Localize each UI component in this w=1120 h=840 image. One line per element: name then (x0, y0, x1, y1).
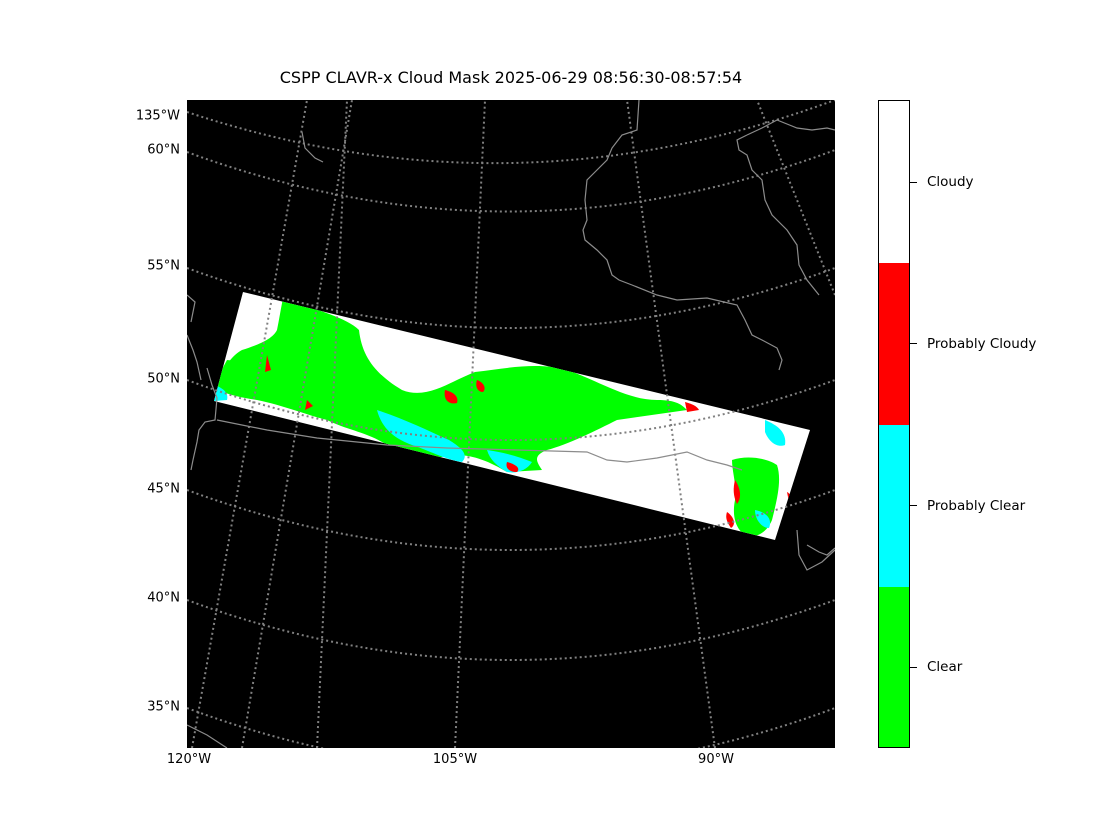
lat-label-55n: 55°N (147, 258, 180, 274)
colorbar-probably-cloudy-swatch (879, 263, 909, 425)
legend-label-probably-clear: Probably Clear (927, 498, 1026, 514)
cloud-mask-swath (214, 292, 810, 540)
map-panel[interactable] (187, 100, 835, 748)
lat-label-135w: 135°W (135, 108, 180, 124)
lat-label-45n: 45°N (147, 481, 180, 497)
legend-label-probably-cloudy: Probably Cloudy (927, 336, 1037, 352)
colorbar-cloudy-swatch (879, 101, 909, 263)
colorbar-tick (910, 182, 917, 183)
lon-label-120w: 120°W (166, 752, 212, 767)
map-canvas (187, 100, 835, 748)
lon-label-90w: 90°W (698, 752, 734, 767)
colorbar-tick (910, 505, 917, 506)
legend-label-cloudy: Cloudy (927, 174, 974, 190)
latitude-gridlines (187, 100, 835, 748)
colorbar (878, 100, 910, 748)
longitude-gridlines (191, 100, 835, 748)
colorbar-tick (910, 667, 917, 668)
legend-label-clear: Clear (927, 659, 963, 675)
lat-label-50n: 50°N (147, 371, 180, 387)
lat-label-60n: 60°N (147, 142, 180, 158)
lon-label-105w: 105°W (432, 752, 478, 767)
colorbar-tick (910, 343, 917, 344)
coastlines (187, 100, 835, 748)
colorbar-probably-clear-swatch (879, 425, 909, 587)
colorbar-clear-swatch (879, 587, 909, 747)
map-title: CSPP CLAVR-x Cloud Mask 2025-06-29 08:56… (279, 68, 743, 87)
lat-label-40n: 40°N (147, 590, 180, 606)
lat-label-35n: 35°N (147, 699, 180, 715)
